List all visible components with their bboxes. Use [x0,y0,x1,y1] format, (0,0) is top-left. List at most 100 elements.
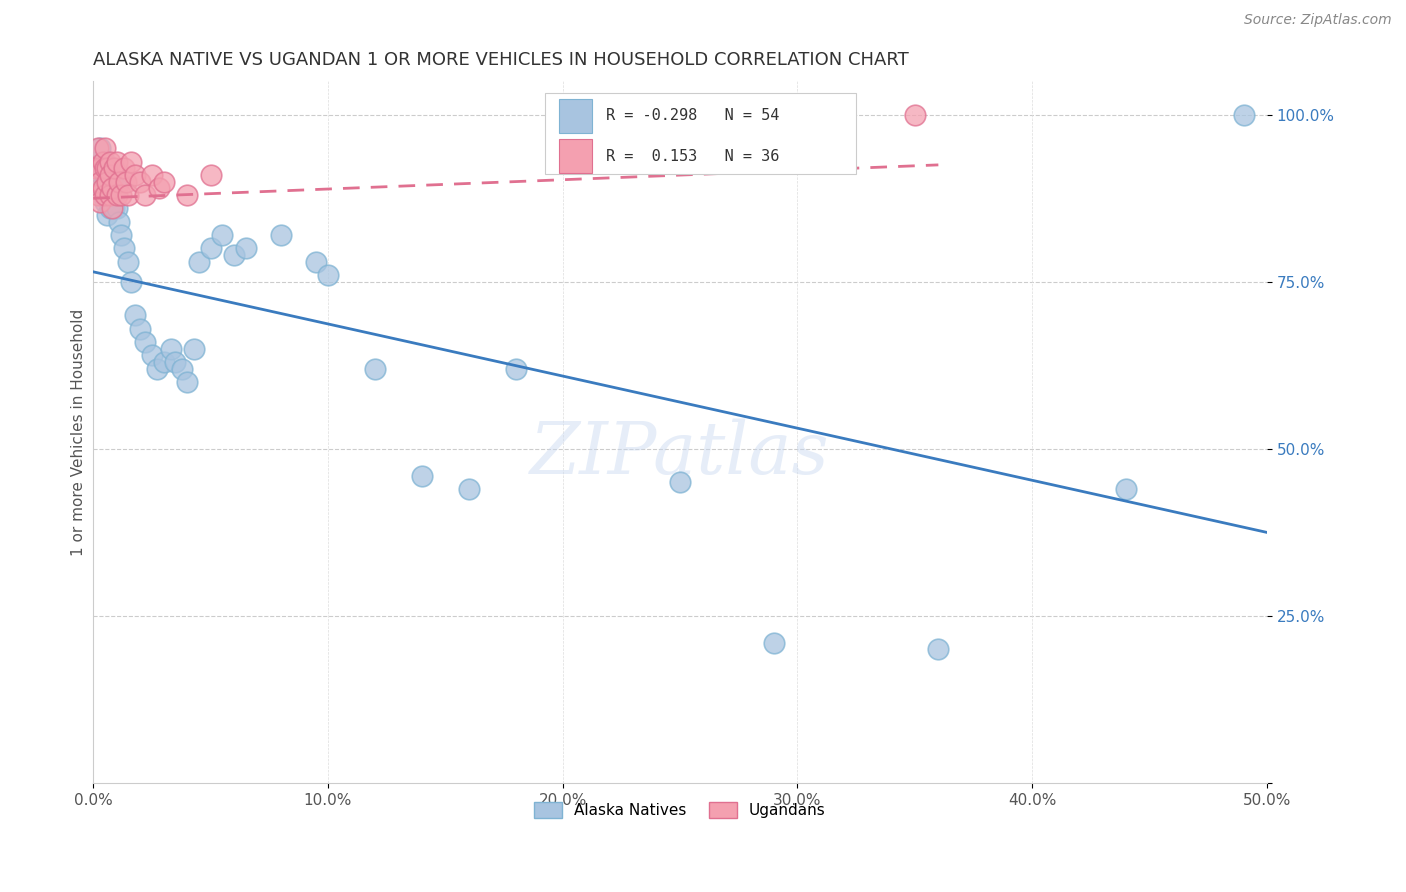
Point [200,241,222,255]
Point [316,268,339,282]
Point [124,168,146,182]
Point [84,161,107,176]
Point [176,375,198,389]
Point [96,175,118,189]
Point [270,228,292,243]
Text: ALASKA NATIVE VS UGANDAN 1 OR MORE VEHICLES IN HOUSEHOLD CORRELATION CHART: ALASKA NATIVE VS UGANDAN 1 OR MORE VEHIC… [93,51,908,69]
Point [1232,108,1254,122]
FancyBboxPatch shape [560,139,592,173]
Point [105,188,128,202]
Point [176,188,198,202]
Text: Source: ZipAtlas.com: Source: ZipAtlas.com [1244,13,1392,28]
Point [101,175,124,189]
Point [89,181,111,195]
Point [94,175,117,189]
Point [89,194,111,209]
Point [364,361,387,376]
Point [152,355,174,369]
Point [117,254,139,268]
Point [110,188,132,202]
Point [98,188,121,202]
Point [87,188,110,202]
Point [89,161,111,176]
Point [105,181,128,195]
Point [112,241,135,255]
Point [94,194,117,209]
Point [96,188,118,202]
Point [94,188,117,202]
Legend: Alaska Natives, Ugandans: Alaska Natives, Ugandans [529,797,832,824]
Point [105,202,128,216]
Point [134,334,156,349]
Text: R =  0.153   N = 36: R = 0.153 N = 36 [606,149,779,164]
Text: ZIPatlas: ZIPatlas [530,418,830,489]
Point [129,321,152,335]
Point [165,355,187,369]
Point [91,181,114,195]
Point [94,161,117,176]
FancyBboxPatch shape [560,99,592,133]
Point [98,168,121,182]
Point [110,228,132,243]
Text: R = -0.298   N = 54: R = -0.298 N = 54 [606,108,779,123]
Point [91,161,114,176]
Point [669,475,692,490]
Point [457,482,479,496]
Point [200,168,222,182]
Point [98,202,121,216]
Point [183,342,205,356]
Point [927,642,949,657]
Point [91,188,114,202]
Point [124,308,146,322]
FancyBboxPatch shape [546,94,856,174]
Point [904,108,927,122]
Point [87,168,110,182]
Point [96,161,118,176]
Point [108,175,131,189]
Point [235,241,257,255]
Point [141,348,163,362]
Point [152,175,174,189]
Point [96,161,118,176]
Point [103,202,125,216]
Point [89,141,111,155]
Point [141,168,163,182]
Point [172,361,194,376]
Point [87,141,110,155]
Point [145,361,167,376]
Point [108,215,131,229]
Point [98,188,121,202]
Point [120,275,142,289]
Point [94,154,117,169]
Point [115,175,138,189]
Point [103,188,125,202]
Point [84,154,107,169]
Point [222,248,245,262]
Point [98,154,121,169]
Point [1115,482,1137,496]
Point [101,194,124,209]
Y-axis label: 1 or more Vehicles in Household: 1 or more Vehicles in Household [72,309,86,556]
Point [96,208,118,222]
Point [94,141,117,155]
Point [763,636,786,650]
Point [101,181,124,195]
Point [117,188,139,202]
Point [98,168,121,182]
Point [129,175,152,189]
Point [148,181,170,195]
Point [505,361,527,376]
Point [305,254,328,268]
Point [105,154,128,169]
Point [103,161,125,176]
Point [134,188,156,202]
Point [101,202,124,216]
Point [91,154,114,169]
Point [89,175,111,189]
Point [411,468,433,483]
Point [159,342,181,356]
Point [211,228,233,243]
Point [187,254,209,268]
Point [112,161,135,176]
Point [120,154,142,169]
